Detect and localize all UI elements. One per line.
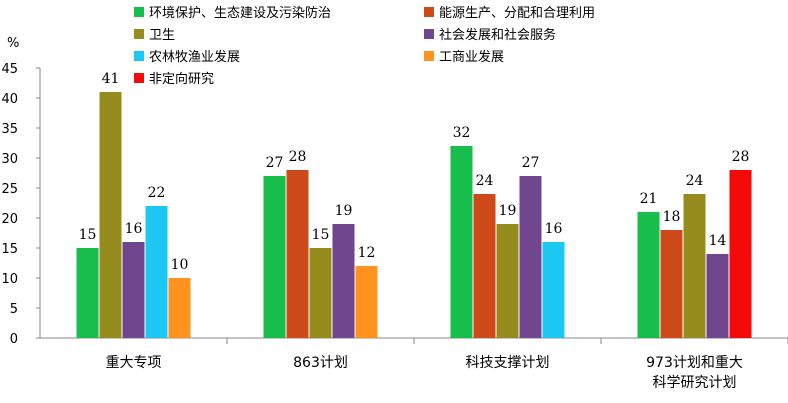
data-label: 19 (499, 203, 517, 219)
legend-swatch (134, 29, 144, 39)
legend-swatch (134, 51, 144, 61)
y-tick-label: 15 (1, 242, 18, 257)
y-tick-label: 30 (1, 152, 18, 167)
bar (683, 194, 706, 338)
bar (729, 170, 752, 338)
y-tick-label: 45 (1, 62, 18, 77)
data-label: 32 (453, 125, 471, 141)
y-tick-label: 35 (1, 122, 18, 137)
bar (637, 212, 660, 338)
bar (519, 176, 542, 338)
data-label: 21 (640, 191, 658, 207)
data-label: 14 (709, 233, 727, 249)
data-label: 12 (358, 245, 376, 261)
data-label: 28 (732, 149, 750, 165)
data-label: 27 (266, 155, 284, 171)
y-tick-label: 25 (1, 182, 18, 197)
data-label: 41 (102, 71, 120, 87)
bar (542, 242, 565, 338)
bar (168, 278, 191, 338)
category-label: 863计划 (293, 355, 348, 371)
data-label: 27 (522, 155, 540, 171)
bar (145, 206, 168, 338)
y-tick-label: 0 (10, 332, 18, 347)
bar (706, 254, 729, 338)
bars (76, 92, 752, 338)
bar (496, 224, 519, 338)
legend-swatch (424, 29, 434, 39)
data-label: 24 (476, 173, 494, 189)
legend-label: 非定向研究 (149, 71, 214, 87)
legend-label: 能源生产、分配和合理利用 (439, 6, 595, 21)
legend-label: 工商业发展 (439, 49, 504, 65)
category-label: 973计划和重大 (646, 355, 743, 371)
y-tick-label: 10 (1, 272, 18, 287)
category-label: 重大专项 (106, 355, 162, 371)
y-tick-label: 40 (1, 92, 18, 107)
data-label: 16 (125, 221, 143, 237)
data-label: 24 (686, 173, 704, 189)
bar (660, 230, 683, 338)
bar (263, 176, 286, 338)
legend-swatch (134, 7, 144, 17)
bar (122, 242, 145, 338)
data-labels: 15 41 16 22 10 27 28 15 19 12 32 24 19 27 16 21 18 24 14 28 (79, 71, 750, 273)
legend-label: 环境保护、生态建设及污染防治 (149, 5, 331, 21)
data-label: 18 (663, 209, 681, 225)
legend-label: 卫生 (149, 28, 175, 43)
data-label: 10 (171, 257, 189, 273)
data-label: 22 (148, 185, 166, 201)
y-tick-label: 20 (1, 212, 18, 227)
data-label: 16 (545, 221, 563, 237)
bar (286, 170, 309, 338)
legend-label: 农林牧渔业发展 (149, 49, 240, 65)
bar (355, 266, 378, 338)
legend-swatch (424, 51, 434, 61)
data-label: 28 (289, 149, 307, 165)
data-label: 15 (79, 227, 97, 243)
y-tick-label: 5 (10, 302, 18, 317)
legend-swatch (134, 73, 144, 83)
bar (76, 248, 99, 338)
bar (473, 194, 496, 338)
bar (99, 92, 122, 338)
bar (309, 248, 332, 338)
data-label: 19 (335, 203, 353, 219)
legend-swatch (424, 7, 434, 17)
bar (450, 146, 473, 338)
y-axis-label: % (7, 36, 19, 51)
category-label: 科技支撑计划 (466, 355, 550, 371)
data-label: 15 (312, 227, 330, 243)
legend-label: 社会发展和社会服务 (439, 27, 556, 43)
category-label: 科学研究计划 (653, 375, 737, 391)
bar (332, 224, 355, 338)
